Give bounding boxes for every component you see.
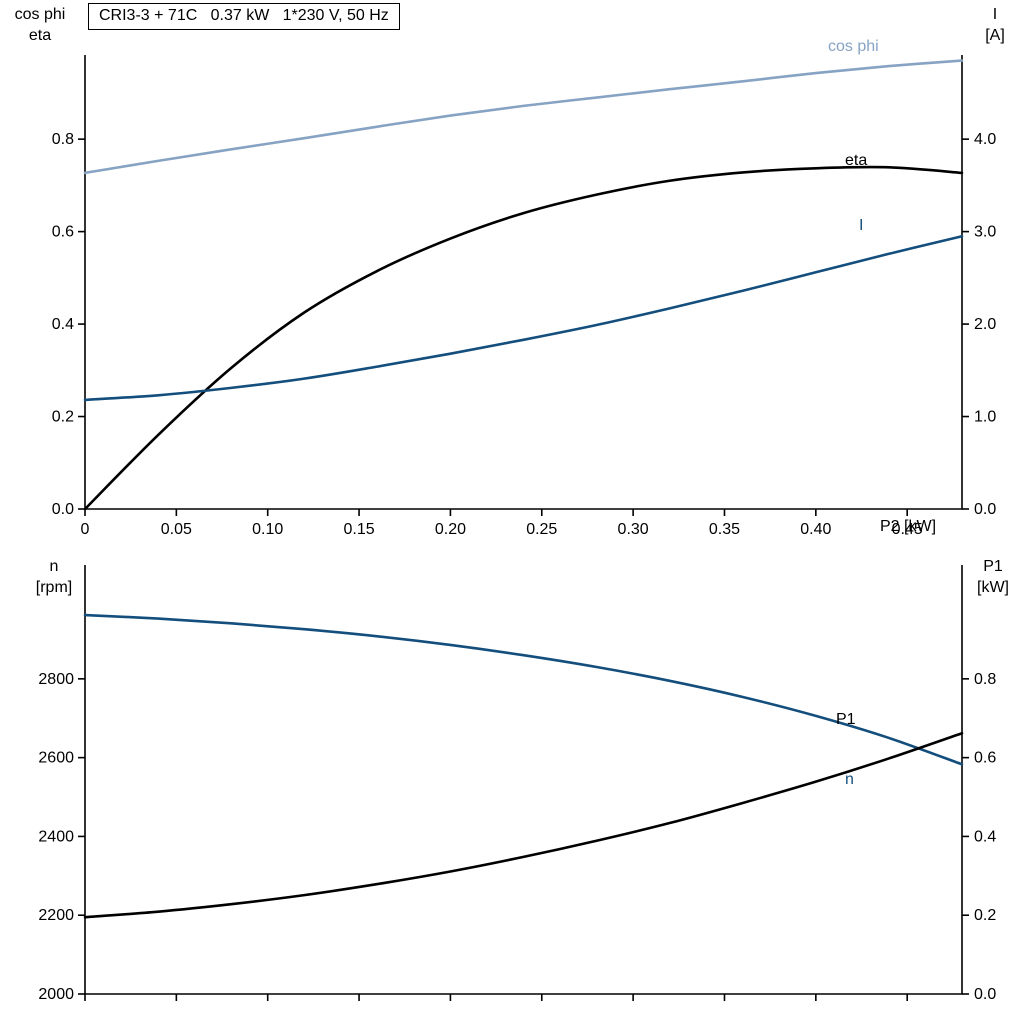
curve-p1: [83, 731, 964, 919]
left-tick-label: 2800: [38, 671, 74, 688]
curve-label-n: n: [845, 771, 854, 788]
right-tick-label: 0.4: [974, 828, 996, 845]
x-tick-label: 0.05: [161, 521, 192, 538]
axis-label-current: I: [992, 6, 998, 23]
curve-label-cos-phi: cos phi: [828, 38, 879, 55]
bottom-right-axis-label: P1 [kW]: [964, 556, 1022, 598]
right-tick-label: 3.0: [974, 224, 996, 241]
left-tick-label: 2600: [38, 750, 74, 767]
curve-label-p1: P1: [836, 711, 856, 728]
right-tick-label: 0.6: [974, 750, 996, 767]
x-tick-label: 0.35: [709, 521, 740, 538]
x-axis-label: P2 [kW]: [880, 518, 937, 535]
axis-frame: [84, 565, 963, 995]
axis-frame: [84, 55, 963, 510]
axis-label-p1: P1: [983, 558, 1003, 575]
x-tick-label: 0: [81, 521, 90, 538]
x-tick-label: 0.15: [343, 521, 374, 538]
curve-i: [83, 234, 964, 402]
x-tick-label: 0.25: [526, 521, 557, 538]
right-tick-label: 2.0: [974, 316, 996, 333]
right-tick-label: 0.0: [974, 501, 996, 518]
x-tick-label: 0.20: [435, 521, 466, 538]
left-tick-label: 2400: [38, 828, 74, 845]
left-tick-label: 2000: [38, 986, 74, 1003]
left-tick-label: 0.8: [52, 131, 74, 148]
axis-label-speed-unit: [rpm]: [35, 579, 73, 596]
right-tick-label: 0.8: [974, 671, 996, 688]
right-tick-label: 4.0: [974, 131, 996, 148]
axis-label-eta: eta: [28, 27, 52, 44]
top-left-axis-label: cos phi eta: [4, 4, 76, 46]
axis-label-cosphi: cos phi: [14, 6, 66, 23]
curve-label-i: I: [859, 217, 863, 234]
chart-title: CRI3-3 + 71C 0.37 kW 1*230 V, 50 Hz: [88, 3, 400, 30]
x-tick-label: 0.45: [892, 521, 923, 538]
axis-label-p1-unit: [kW]: [977, 579, 1009, 596]
left-tick-label: 0.4: [52, 316, 74, 333]
right-tick-label: 0.2: [974, 907, 996, 924]
left-tick-label: 0.6: [52, 224, 74, 241]
left-tick-label: 0.0: [52, 501, 74, 518]
axis-label-speed: n: [49, 558, 59, 575]
right-tick-label: 1.0: [974, 409, 996, 426]
bottom-left-axis-label: n [rpm]: [16, 556, 92, 598]
curve-eta: [83, 165, 964, 511]
axis-label-current-unit: [A]: [985, 27, 1005, 44]
curve-cos-phi: [83, 59, 964, 175]
x-tick-label: 0.30: [618, 521, 649, 538]
x-tick-label: 0.10: [252, 521, 283, 538]
curve-label-eta: eta: [845, 152, 867, 169]
left-tick-label: 2200: [38, 907, 74, 924]
left-tick-label: 0.2: [52, 409, 74, 426]
right-tick-label: 0.0: [974, 986, 996, 1003]
top-right-axis-label: I [A]: [968, 4, 1022, 46]
curve-n: [83, 613, 964, 766]
x-tick-label: 0.40: [800, 521, 831, 538]
